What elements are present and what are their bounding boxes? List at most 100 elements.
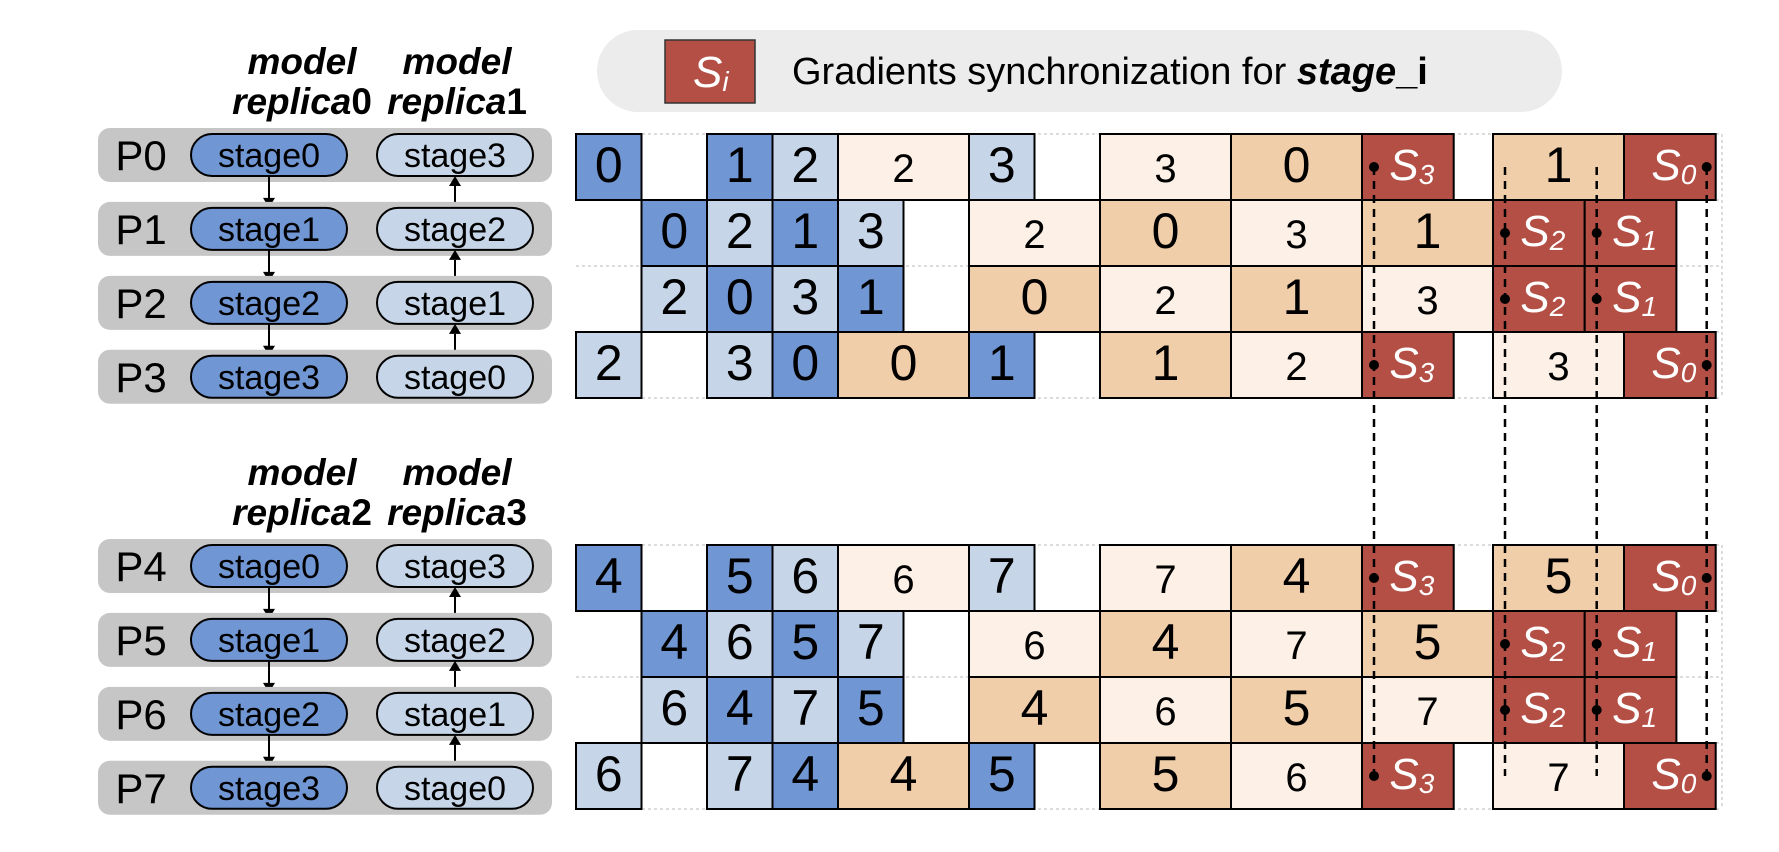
- micro-batch-id: 2: [1023, 213, 1045, 257]
- micro-batch-id: 4: [595, 548, 623, 604]
- process-label: P4: [115, 543, 166, 590]
- process-row-p7: P7 stage3 stage0: [98, 760, 552, 815]
- process-row-p6: P6 stage2 stage1: [98, 686, 552, 767]
- micro-batch-id: 7: [726, 746, 754, 802]
- backward-block: 2: [1099, 265, 1232, 333]
- micro-batch-id: 6: [1023, 624, 1045, 668]
- forward-block: 0: [575, 133, 643, 201]
- process-label: P0: [115, 132, 166, 179]
- forward-block: 5: [837, 676, 905, 744]
- process-row-p3: P3 stage3 stage0: [98, 349, 552, 404]
- micro-batch-id: 5: [726, 548, 754, 604]
- micro-batch-id: 5: [1545, 548, 1573, 604]
- micro-batch-id: 1: [1414, 203, 1442, 259]
- sync-dot: [1500, 228, 1510, 238]
- sync-dot: [1500, 705, 1510, 715]
- forward-block: 7: [771, 676, 839, 744]
- forward-block: 4: [706, 676, 774, 744]
- forward-block: 6: [575, 742, 643, 810]
- replica-header-line1: model: [248, 41, 358, 82]
- replica-header-line2: replica2: [232, 492, 372, 533]
- sync-block: S2: [1492, 676, 1586, 744]
- process-label: P7: [115, 765, 166, 812]
- stage-pill-left-label: stage3: [218, 359, 320, 397]
- micro-batch-id: 5: [791, 614, 819, 670]
- micro-batch-id: 0: [1152, 203, 1180, 259]
- sync-block: S2: [1492, 265, 1586, 333]
- sync-block-label: S2: [1520, 273, 1565, 322]
- up-arrow-icon: [449, 734, 461, 745]
- micro-batch-id: 5: [857, 680, 885, 736]
- micro-batch-id: 7: [1547, 756, 1569, 800]
- process-row-p5: P5 stage1 stage2: [98, 612, 552, 693]
- stage-pill-left-label: stage3: [218, 770, 320, 808]
- micro-batch-id: 7: [1416, 690, 1438, 734]
- sync-block: S3: [1361, 742, 1455, 810]
- micro-batch-id: 1: [791, 203, 819, 259]
- forward-block: 7: [968, 544, 1036, 612]
- stage-pill-left: [190, 765, 348, 810]
- stage-pill-right-label: stage0: [404, 359, 506, 397]
- micro-batch-id: 1: [1283, 269, 1311, 325]
- forward-block: 0: [706, 265, 774, 333]
- backward-block: 4: [837, 742, 970, 810]
- legend-sync-symbol: Si: [693, 48, 729, 97]
- micro-batch-id: 6: [1285, 756, 1307, 800]
- forward-block: 2: [706, 199, 774, 267]
- up-arrow-icon: [449, 249, 461, 260]
- forward-block: 2: [771, 133, 839, 201]
- micro-batch-id: 3: [1285, 213, 1307, 257]
- sync-block-label: S3: [1389, 750, 1434, 799]
- stage-pill-right-label: stage1: [404, 696, 506, 734]
- backward-block: 4: [1230, 544, 1363, 612]
- forward-block: 5: [706, 544, 774, 612]
- stage-pill-left-label: stage2: [218, 285, 320, 323]
- micro-batch-id: 3: [791, 269, 819, 325]
- micro-batch-id: 7: [1285, 624, 1307, 668]
- up-arrow-icon: [449, 176, 461, 186]
- stage-pill-right: [376, 354, 534, 399]
- forward-block: 6: [706, 610, 774, 678]
- stage-pill-right-label: stage3: [404, 548, 506, 586]
- forward-block: 3: [837, 199, 905, 267]
- sync-block: S2: [1492, 610, 1586, 678]
- replica-header-line2: replica0: [232, 81, 372, 122]
- forward-block: 7: [837, 610, 905, 678]
- process-label: P5: [115, 617, 166, 664]
- backward-block: 6: [1230, 742, 1363, 810]
- micro-batch-id: 4: [726, 680, 754, 736]
- process-label: P2: [115, 280, 166, 327]
- micro-batch-id: 6: [791, 548, 819, 604]
- forward-block: 2: [575, 331, 643, 399]
- micro-batch-id: 4: [1152, 614, 1180, 670]
- micro-batch-id: 2: [726, 203, 754, 259]
- stage-pill-right-label: stage2: [404, 211, 506, 249]
- sync-block-label: S2: [1520, 618, 1565, 667]
- forward-block: 7: [706, 742, 774, 810]
- backward-block: 1: [1361, 199, 1494, 267]
- micro-batch-id: 5: [1414, 614, 1442, 670]
- forward-block: 2: [640, 265, 708, 333]
- backward-block: 0: [1099, 199, 1232, 267]
- sync-block-label: S1: [1612, 618, 1657, 667]
- backward-block: 0: [1230, 133, 1363, 201]
- forward-block: 4: [771, 742, 839, 810]
- micro-batch-id: 0: [1283, 137, 1311, 193]
- backward-block: 1: [1492, 133, 1625, 201]
- stage-pill-left-label: stage0: [218, 137, 320, 175]
- replica-header-line1: model: [248, 452, 358, 493]
- micro-batch-id: 2: [1154, 279, 1176, 323]
- backward-block: 1: [1099, 331, 1232, 399]
- sync-block-label: S0: [1651, 339, 1696, 388]
- micro-batch-id: 1: [988, 335, 1016, 391]
- sync-block: S1: [1583, 610, 1678, 678]
- stage-pill-left-label: stage1: [218, 211, 320, 249]
- forward-block: 3: [771, 265, 839, 333]
- replica-header-line2: replica3: [387, 492, 527, 533]
- backward-block: 3: [1361, 265, 1494, 333]
- micro-batch-id: 6: [595, 746, 623, 802]
- up-arrow-icon: [449, 660, 461, 671]
- backward-block: 5: [1492, 544, 1625, 612]
- backward-block: 3: [1230, 199, 1363, 267]
